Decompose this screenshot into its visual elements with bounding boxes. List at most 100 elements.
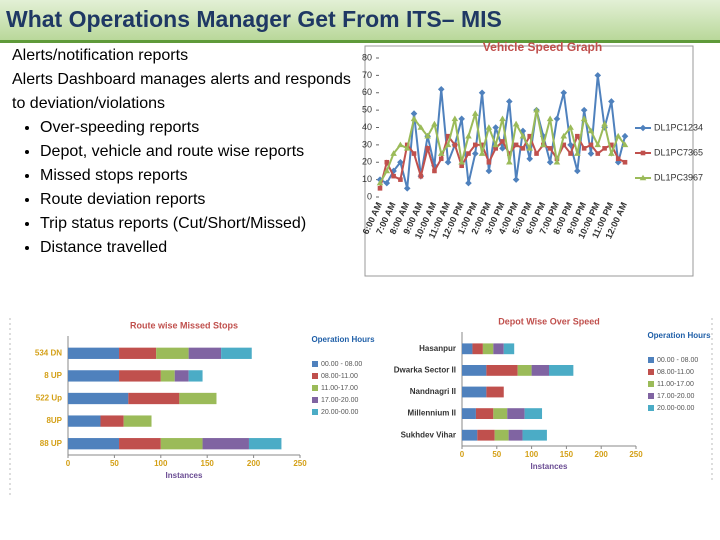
- bar-segment: [462, 408, 476, 419]
- text-heading: Alerts/notification reports: [12, 47, 189, 64]
- bar-segment: [202, 438, 249, 450]
- point: [458, 158, 465, 165]
- bar-segment: [482, 343, 494, 355]
- legend-label: 08.00-11.00: [657, 369, 694, 376]
- legend-label: DL1PC7365: [654, 147, 703, 157]
- text-intro: Alerts Dashboard manages alerts and resp…: [12, 71, 351, 112]
- point: [513, 142, 519, 148]
- legend-label: 00.00 - 08.00: [321, 361, 362, 368]
- point: [615, 156, 621, 162]
- point: [410, 110, 418, 117]
- bar-segment: [493, 343, 504, 355]
- point: [431, 120, 438, 127]
- point: [411, 151, 417, 156]
- title-bar: What Operations Manager Get From ITS– MI…: [0, 0, 720, 43]
- point: [526, 155, 534, 163]
- legend-swatch: [648, 357, 654, 363]
- point: [410, 115, 418, 122]
- point: [594, 141, 602, 148]
- x-tick-label: 0: [460, 450, 465, 459]
- point: [512, 176, 520, 183]
- y-tick-label: 60: [362, 87, 372, 97]
- point: [608, 150, 615, 156]
- y-tick-label: 88 UP: [40, 439, 63, 448]
- bar-segment: [531, 365, 549, 376]
- point: [478, 150, 486, 156]
- bullet-list: Over-speeding reportsDepot, vehicle and …: [12, 116, 352, 260]
- point: [451, 115, 459, 122]
- point: [587, 150, 595, 157]
- x-tick-label: 200: [595, 450, 609, 459]
- bar-segment: [100, 415, 124, 427]
- bar-segment: [128, 392, 180, 405]
- bar-segment: [517, 365, 532, 376]
- point: [621, 132, 629, 140]
- legend-swatch: [312, 361, 318, 367]
- point: [575, 133, 580, 139]
- point: [397, 141, 404, 148]
- legend-label: 20.00-00.00: [657, 405, 694, 412]
- bar-segment: [119, 438, 161, 450]
- point: [437, 85, 445, 93]
- bar-segment: [188, 370, 203, 382]
- bar-segment: [68, 415, 101, 427]
- point: [507, 151, 512, 156]
- point: [466, 151, 471, 156]
- y-tick-label: 30: [362, 139, 372, 149]
- bar-segment: [549, 365, 574, 376]
- point: [499, 115, 506, 122]
- point: [390, 167, 397, 175]
- bar-segment: [524, 408, 543, 419]
- point: [594, 72, 602, 79]
- bar-segment: [462, 386, 487, 398]
- point: [560, 89, 568, 97]
- point: [546, 158, 554, 166]
- bullet: Trip status reports (Cut/Short/Missed): [40, 212, 352, 236]
- point: [560, 132, 568, 139]
- legend-label: 17.00-20.00: [321, 397, 358, 404]
- y-tick-label: 40: [362, 122, 372, 132]
- bar-segment: [503, 343, 515, 355]
- y-tick-label: Hasanpur: [419, 344, 456, 353]
- x-tick-label: 0: [66, 459, 71, 468]
- point: [471, 110, 479, 116]
- y-tick-label: Dwarka Sector II: [394, 366, 456, 375]
- legend-swatch: [648, 393, 654, 399]
- point: [485, 167, 493, 175]
- point: [520, 146, 526, 151]
- point: [472, 142, 478, 148]
- point: [403, 185, 411, 192]
- x-tick-label: 100: [525, 450, 539, 459]
- legend-label: 08.00-11.00: [321, 373, 358, 380]
- point: [458, 115, 465, 123]
- point: [601, 120, 608, 127]
- legend-label: 17.00-20.00: [657, 393, 694, 400]
- bar-segment: [68, 438, 120, 450]
- point: [608, 98, 615, 105]
- point: [567, 141, 574, 149]
- point: [587, 127, 595, 134]
- legend-title: Operation Hours: [647, 331, 711, 340]
- point: [486, 159, 492, 165]
- y-tick-label: 0: [367, 191, 372, 201]
- point: [492, 124, 499, 131]
- point: [444, 141, 452, 148]
- point: [533, 106, 540, 113]
- point: [390, 150, 397, 156]
- point: [614, 132, 622, 139]
- y-tick-label: Sukhdev Vihar: [401, 430, 456, 439]
- legend-swatch: [312, 397, 318, 403]
- bullet: Depot, vehicle and route wise reports: [40, 140, 352, 164]
- point: [540, 141, 547, 148]
- y-tick-label: 80: [362, 52, 372, 62]
- chart-title: Vehicle Speed Graph: [483, 40, 602, 54]
- y-tick-label: Nandnagri II: [410, 387, 456, 396]
- point: [432, 168, 437, 174]
- point: [602, 146, 607, 151]
- point: [383, 179, 391, 187]
- bar-segment: [472, 343, 483, 355]
- y-tick-label: 8UP: [46, 416, 62, 425]
- bar-segment: [68, 370, 120, 382]
- bar-segment: [508, 429, 523, 441]
